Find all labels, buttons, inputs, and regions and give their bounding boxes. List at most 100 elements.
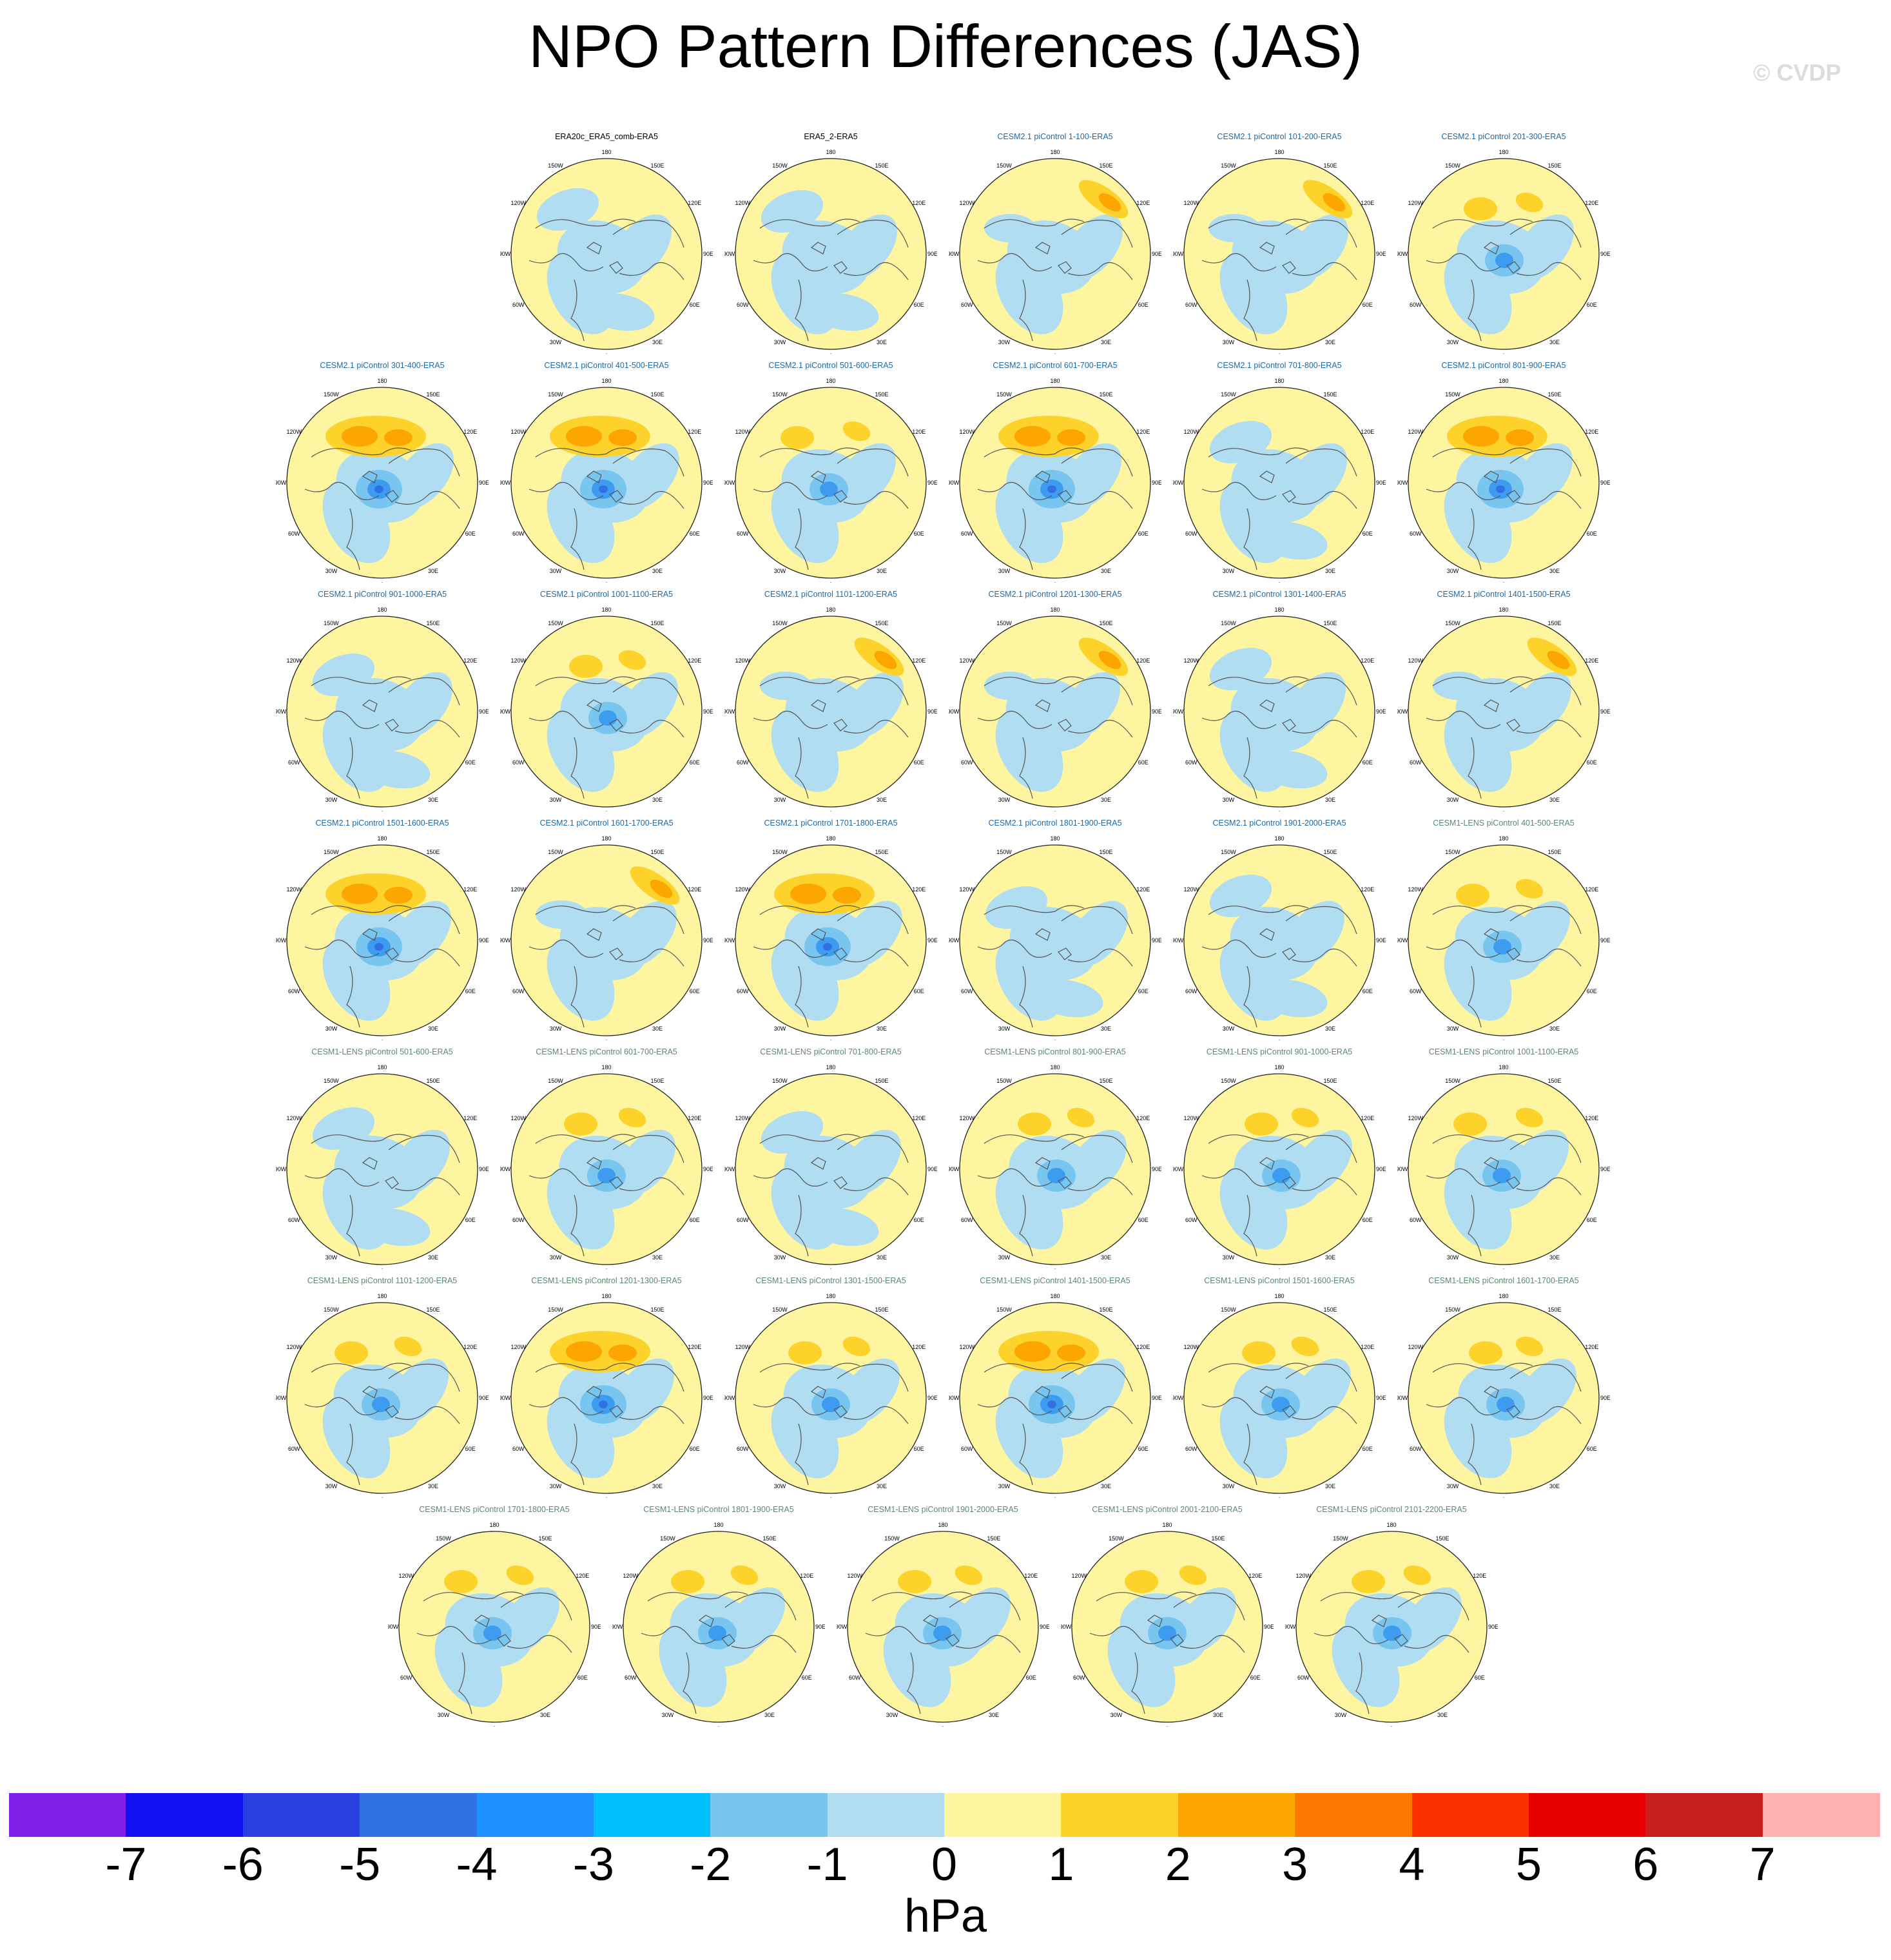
longitude-label: 60W bbox=[737, 530, 749, 537]
longitude-label: 30W bbox=[998, 1483, 1011, 1489]
longitude-label: 60E bbox=[1250, 1674, 1261, 1681]
longitude-label: 120W bbox=[286, 886, 302, 893]
longitude-label: 120W bbox=[510, 657, 526, 664]
longitude-label: 0 bbox=[1053, 353, 1056, 354]
page-title: NPO Pattern Differences (JAS) bbox=[529, 12, 1362, 80]
longitude-label: 90W bbox=[500, 937, 511, 944]
longitude-label: 60W bbox=[1185, 1217, 1198, 1223]
longitude-label: 60E bbox=[690, 759, 700, 766]
longitude-label: 30E bbox=[428, 797, 438, 803]
polar-map: 180 150E 120E 90E 60E 30E 0 30W 60W 90W 120W 150W bbox=[500, 378, 713, 583]
longitude-label: 90W bbox=[837, 1624, 848, 1630]
longitude-label: 90E bbox=[703, 1395, 713, 1401]
longitude-label: 30E bbox=[1549, 1254, 1560, 1261]
longitude-label: 150E bbox=[1323, 162, 1337, 169]
longitude-label: 180 bbox=[826, 378, 835, 384]
longitude-label: 120E bbox=[800, 1573, 813, 1579]
longitude-label: 0 bbox=[1277, 810, 1281, 811]
longitude-label: 60E bbox=[1138, 1446, 1149, 1452]
longitude-label: 60E bbox=[1362, 1446, 1373, 1452]
colorbar-box bbox=[242, 1793, 360, 1837]
longitude-label: 90W bbox=[1173, 1166, 1184, 1172]
longitude-label: 90W bbox=[949, 937, 960, 944]
longitude-label: 60E bbox=[1362, 530, 1373, 537]
longitude-label: 120E bbox=[463, 1115, 477, 1121]
longitude-label: 30W bbox=[1447, 1025, 1459, 1032]
longitude-label: 30E bbox=[1549, 339, 1560, 345]
longitude-label: 60E bbox=[914, 988, 924, 995]
map-panel-title: CESM2.1 piControl 1201-1300-ERA5 bbox=[988, 590, 1122, 599]
longitude-label: 150E bbox=[875, 391, 888, 398]
longitude-label: 60E bbox=[1362, 302, 1373, 308]
longitude-label: 180 bbox=[713, 1522, 723, 1528]
longitude-label: 90E bbox=[927, 937, 937, 944]
longitude-label: 90W bbox=[500, 251, 511, 257]
longitude-label: 120E bbox=[688, 1115, 701, 1121]
longitude-label: 30W bbox=[774, 1025, 786, 1032]
longitude-label: 120W bbox=[735, 1344, 750, 1350]
longitude-label: 60W bbox=[1185, 530, 1198, 537]
longitude-label: 180 bbox=[826, 835, 835, 842]
longitude-label: 30E bbox=[652, 797, 663, 803]
polar-map: 180 150E 120E 90E 60E 30E 0 30W 60W 90W 120W 150W bbox=[724, 378, 937, 583]
longitude-label: 0 bbox=[605, 1039, 608, 1040]
longitude-label: 0 bbox=[605, 810, 608, 811]
polar-map: 180 150E 120E 90E 60E 30E 0 30W 60W 90W 120W 150W bbox=[1173, 378, 1386, 583]
longitude-label: 0 bbox=[1502, 810, 1505, 811]
map-panel: CESM1-LENS piControl 1001-1100-ERA5 180 15… bbox=[1397, 1047, 1610, 1269]
longitude-label: 120W bbox=[735, 200, 750, 206]
map-border bbox=[1408, 616, 1600, 808]
map-border bbox=[1183, 616, 1375, 808]
longitude-label: 120W bbox=[959, 886, 975, 893]
longitude-label: 30E bbox=[540, 1712, 550, 1718]
map-panel: CESM1-LENS piControl 801-900-ERA5 180 150E… bbox=[949, 1047, 1161, 1269]
colorbar-tick-label: -7 bbox=[105, 1839, 147, 1890]
longitude-label: 30W bbox=[325, 1483, 338, 1489]
map-panel: CESM1-LENS piControl 1301-1500-ERA5 180 15… bbox=[724, 1276, 937, 1498]
longitude-label: 60W bbox=[512, 1446, 525, 1452]
longitude-label: 0 bbox=[605, 353, 608, 354]
longitude-label: 90E bbox=[1152, 480, 1161, 486]
longitude-label: 0 bbox=[380, 1039, 383, 1040]
longitude-label: 120E bbox=[1248, 1573, 1262, 1579]
polar-map: 180 150E 120E 90E 60E 30E 0 30W 60W 90W 120W 150W bbox=[1173, 149, 1386, 354]
longitude-label: 0 bbox=[492, 1725, 496, 1727]
longitude-label: 120E bbox=[1361, 1115, 1374, 1121]
longitude-label: 120E bbox=[1361, 1344, 1374, 1350]
map-panel: CESM2.1 piControl 901-1000-ERA5 180 150E 12… bbox=[276, 590, 489, 811]
longitude-label: 150W bbox=[996, 1078, 1012, 1084]
longitude-label: 120E bbox=[912, 429, 926, 435]
longitude-label: 30E bbox=[877, 797, 887, 803]
longitude-label: 0 bbox=[1053, 810, 1056, 811]
map-panel-title: CESM2.1 piControl 601-700-ERA5 bbox=[993, 361, 1118, 370]
longitude-label: 180 bbox=[1274, 606, 1284, 613]
longitude-label: 0 bbox=[605, 1268, 608, 1269]
longitude-label: 150E bbox=[1099, 849, 1112, 855]
longitude-label: 30E bbox=[1549, 568, 1560, 574]
longitude-label: 90E bbox=[927, 251, 937, 257]
longitude-label: 90W bbox=[276, 708, 287, 715]
longitude-label: 180 bbox=[1050, 149, 1060, 155]
map-panel: CESM1-LENS piControl 2001-2100-ERA5 180 15… bbox=[1061, 1505, 1274, 1727]
longitude-label: 180 bbox=[601, 378, 611, 384]
colorbar-tick-label: 5 bbox=[1515, 1839, 1542, 1890]
longitude-label: 0 bbox=[829, 810, 832, 811]
longitude-label: 30E bbox=[1101, 568, 1111, 574]
longitude-label: 120W bbox=[510, 429, 526, 435]
longitude-label: 120E bbox=[912, 200, 926, 206]
longitude-label: 30E bbox=[1549, 797, 1560, 803]
longitude-label: 60E bbox=[1026, 1674, 1036, 1681]
longitude-label: 150E bbox=[1323, 620, 1337, 626]
longitude-label: 120W bbox=[510, 1115, 526, 1121]
map-panel-title: CESM1-LENS piControl 701-800-ERA5 bbox=[760, 1047, 902, 1056]
longitude-label: 150W bbox=[1445, 391, 1460, 398]
longitude-label: 60W bbox=[512, 302, 525, 308]
longitude-label: 120W bbox=[1183, 200, 1199, 206]
longitude-label: 30E bbox=[989, 1712, 999, 1718]
longitude-label: 0 bbox=[605, 1497, 608, 1498]
longitude-label: 150E bbox=[650, 1306, 664, 1313]
map-panel-title: CESM2.1 piControl 801-900-ERA5 bbox=[1441, 361, 1566, 370]
longitude-label: 150W bbox=[548, 849, 563, 855]
longitude-label: 180 bbox=[1498, 378, 1508, 384]
map-panel: CESM2.1 piControl 401-500-ERA5 180 150E 120… bbox=[500, 361, 713, 583]
